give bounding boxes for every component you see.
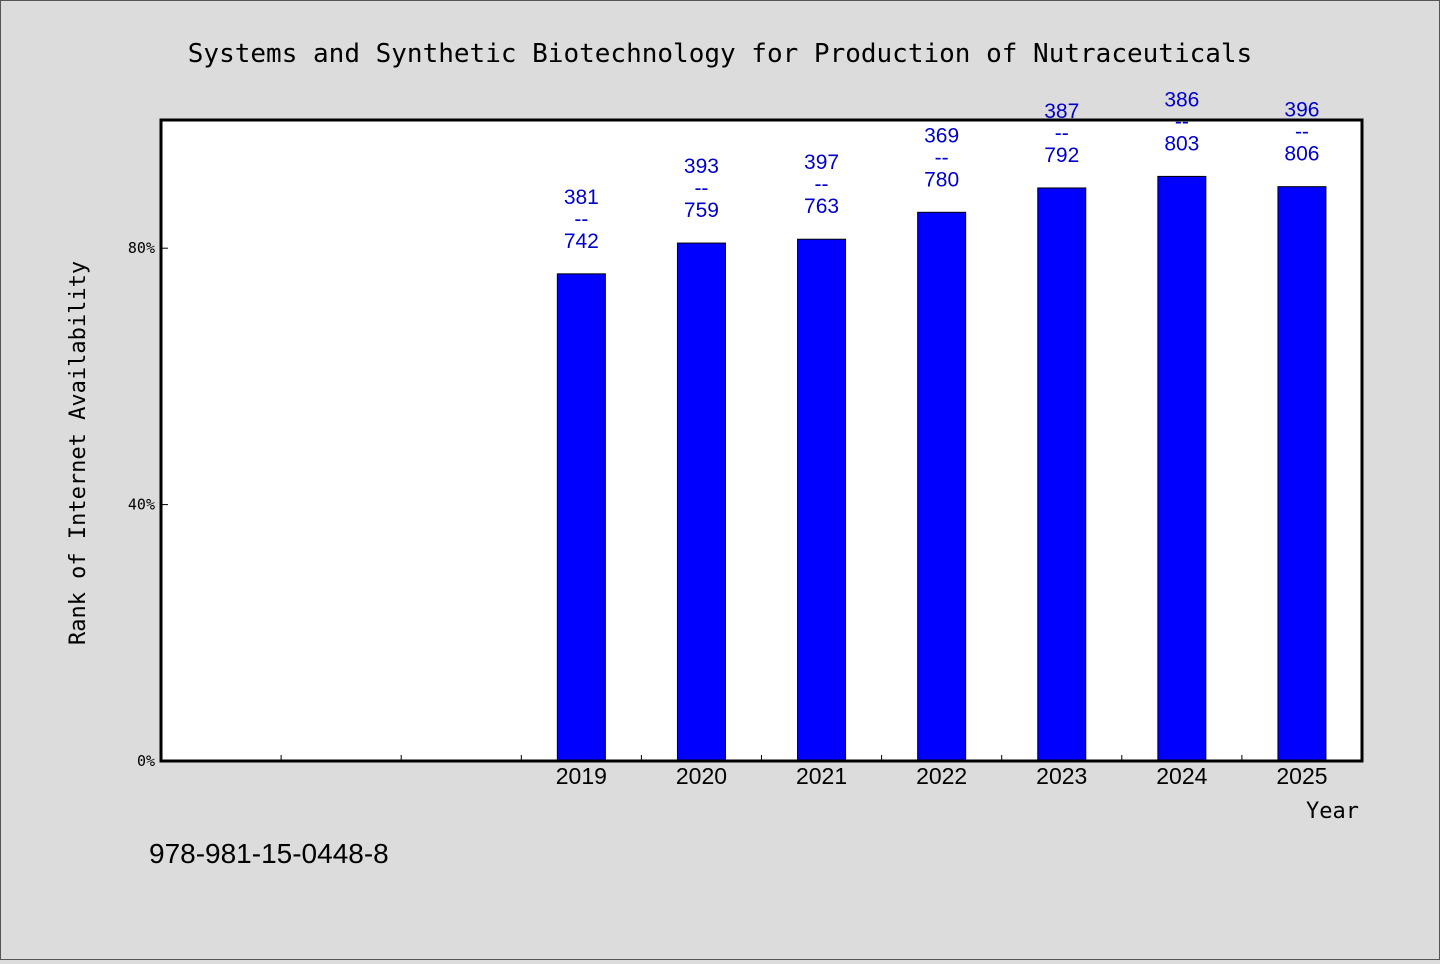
bar-2022 — [917, 211, 967, 762]
chart-title: Systems and Synthetic Biotechnology for … — [188, 39, 1252, 69]
bar-2021 — [797, 238, 847, 762]
data-label-2020: 393 --759 — [684, 155, 719, 222]
x-tick-label-2022: 2022 — [916, 763, 967, 789]
data-label-2024: 386 --803 — [1164, 88, 1199, 155]
x-tick-label-2024: 2024 — [1156, 763, 1207, 789]
data-label-2022: 369 --780 — [924, 124, 959, 191]
bar-2023 — [1037, 187, 1087, 762]
x-axis-label: Year — [1306, 799, 1359, 824]
bars-group — [556, 175, 1327, 762]
x-tick-label-2025: 2025 — [1276, 763, 1327, 789]
bar-2020 — [676, 242, 726, 762]
x-tick-label-2019: 2019 — [556, 763, 607, 789]
data-labels-group: 381 --742 393 --759 397 --763 369 --780 387 --792… — [564, 88, 1320, 252]
bar-2025 — [1277, 186, 1327, 762]
x-tick-label-2023: 2023 — [1036, 763, 1087, 789]
y-axis-ticks: 0% 40% 80% — [128, 239, 168, 770]
data-label-2019: 381 --742 — [564, 186, 599, 253]
data-label-2025: 396 --806 — [1284, 99, 1319, 166]
plot-border — [159, 118, 1364, 763]
x-tick-label-2021: 2021 — [796, 763, 847, 789]
y-tick-label: 0% — [137, 752, 155, 770]
isbn-footnote: 978-981-15-0448-8 — [149, 838, 389, 869]
data-label-2023: 387 --792 — [1044, 100, 1079, 167]
bar-2019 — [556, 273, 606, 762]
y-tick-label: 40% — [128, 496, 155, 514]
y-tick-label: 80% — [128, 239, 155, 257]
bar-2024 — [1157, 175, 1207, 762]
x-axis-ticks: 2019 2020 2021 2022 2023 2024 2025 — [280, 755, 1328, 789]
x-tick-label-2020: 2020 — [676, 763, 727, 789]
data-label-2021: 397 --763 — [804, 151, 839, 218]
y-axis-label: Rank of Internet Availability — [66, 261, 91, 645]
